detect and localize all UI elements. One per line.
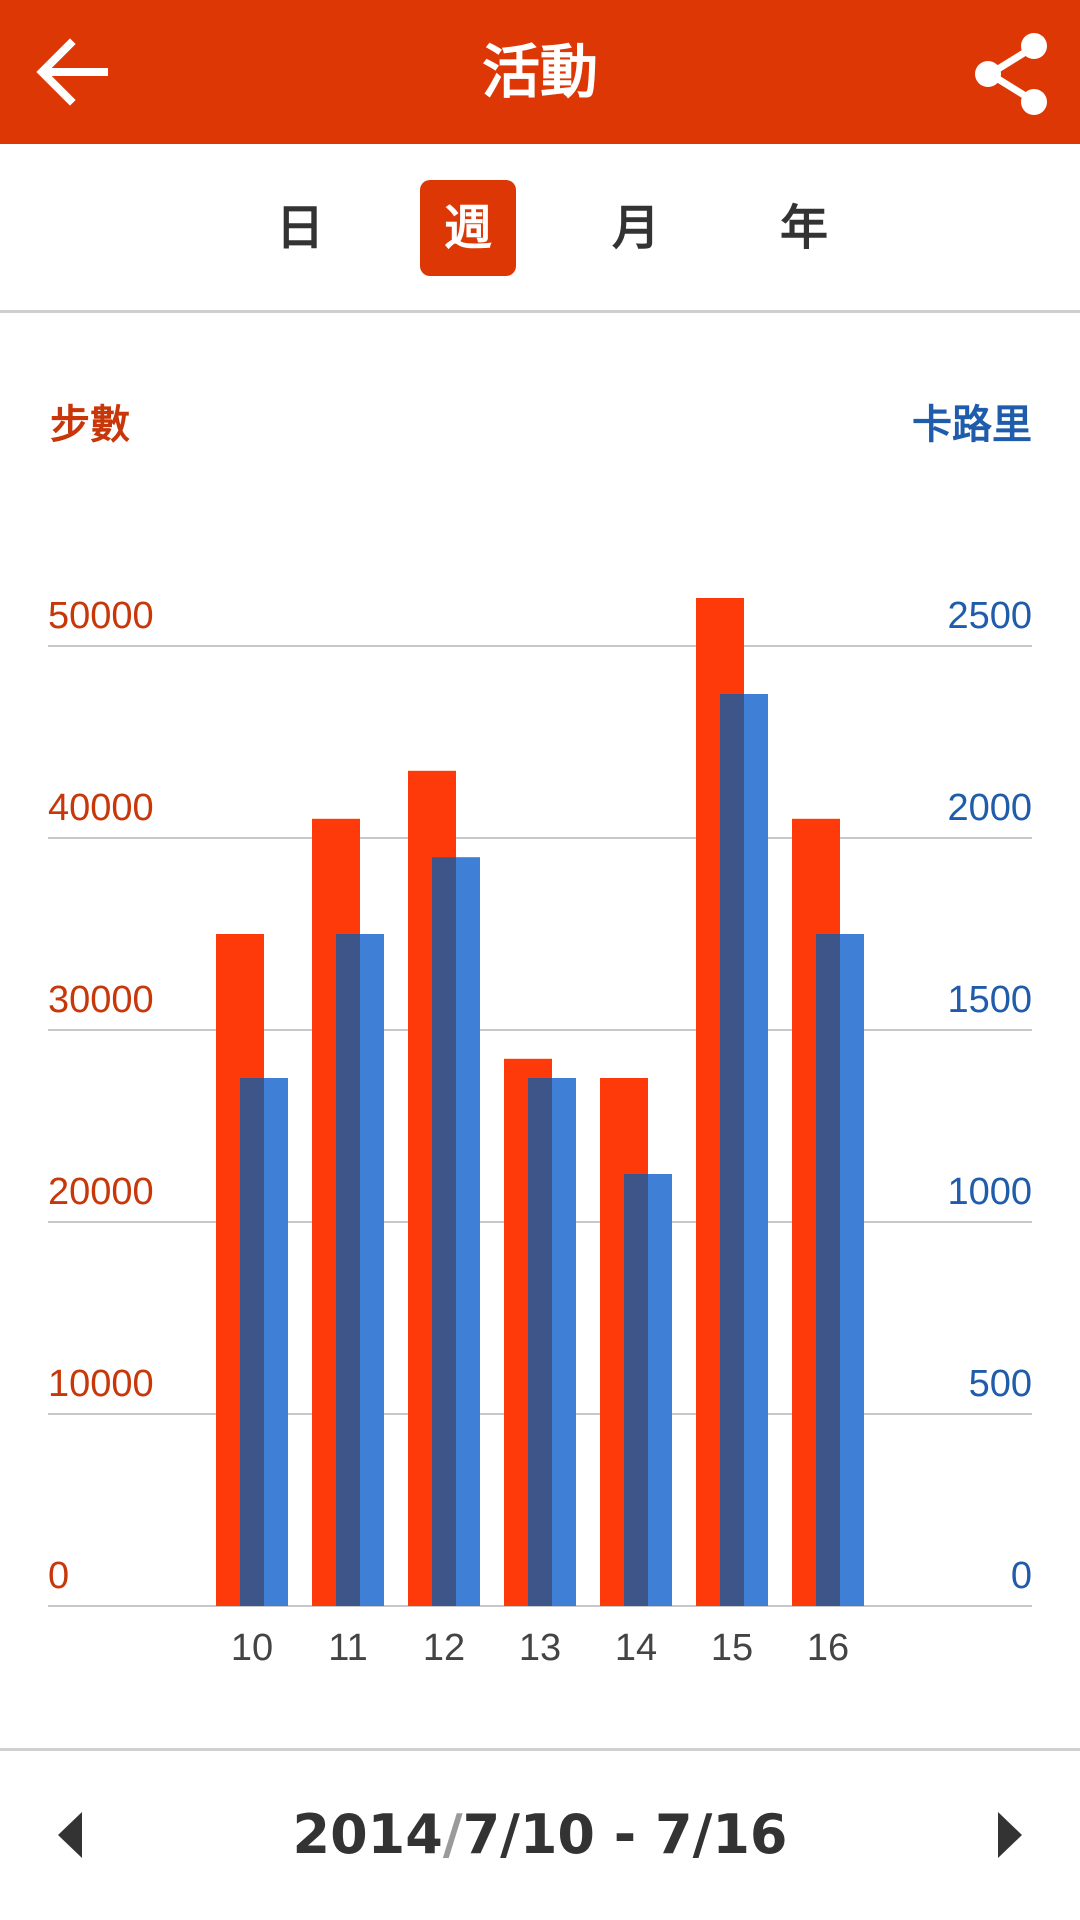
calories-tick-label: 2000 — [947, 787, 1032, 829]
steps-tick-label: 30000 — [48, 979, 154, 1021]
previous-week-button[interactable] — [40, 1790, 110, 1880]
back-button[interactable] — [26, 26, 122, 122]
share-button[interactable] — [964, 26, 1060, 122]
steps-tick-label: 0 — [48, 1555, 69, 1597]
bar-overlap — [336, 934, 360, 1606]
caret-left-icon — [58, 1812, 82, 1858]
tab-day[interactable]: 日 — [275, 200, 324, 256]
tab-month[interactable]: 月 — [611, 200, 660, 256]
steps-tick-label: 40000 — [48, 787, 154, 829]
bar-overlap — [720, 694, 744, 1606]
date-range-year: 2014 — [292, 1803, 443, 1866]
share-icon — [975, 33, 1047, 115]
footer-divider — [0, 1748, 1080, 1751]
activity-chart: 步數 卡路里 0 0 10000 500 20000 1000 30000 1500 40000… — [0, 312, 1080, 1748]
calories-tick-label: 1500 — [947, 979, 1032, 1021]
x-tick-label: 10 — [231, 1627, 273, 1669]
steps-tick-label: 10000 — [48, 1363, 154, 1405]
x-tick-label: 12 — [423, 1627, 465, 1669]
x-tick-label: 15 — [711, 1627, 753, 1669]
tab-week[interactable]: 週 — [420, 180, 516, 276]
bar-overlap — [240, 1078, 264, 1606]
tab-year[interactable]: 年 — [779, 200, 828, 256]
bar-overlap — [624, 1174, 648, 1606]
calories-tick-label: 1000 — [947, 1171, 1032, 1213]
caret-right-icon — [998, 1812, 1022, 1858]
date-range: 2014/7/10 - 7/16 — [140, 1790, 940, 1880]
page-title: 活動 — [481, 38, 598, 106]
steps-axis-title: 步數 — [50, 402, 130, 448]
arrow-left-icon — [36, 38, 108, 106]
calories-axis-title: 卡路里 — [912, 402, 1032, 448]
x-tick-label: 14 — [615, 1627, 657, 1669]
x-tick-label: 13 — [519, 1627, 561, 1669]
period-tabs: 日 週 月 年 — [0, 144, 1080, 313]
date-range-days: 7/10 - 7/16 — [462, 1803, 788, 1866]
bar-overlap — [528, 1078, 552, 1606]
date-range-slash: / — [442, 1803, 463, 1866]
calories-tick-label: 500 — [969, 1363, 1032, 1405]
app-header: 活動 — [0, 0, 1080, 144]
bar-overlap — [816, 934, 840, 1606]
steps-tick-label: 20000 — [48, 1171, 154, 1213]
bar-chart: 0 0 10000 500 20000 1000 30000 1500 40000 2000 500… — [48, 595, 1032, 1669]
x-tick-label: 16 — [807, 1627, 849, 1669]
bar-overlap — [432, 857, 456, 1606]
x-tick-label: 11 — [328, 1627, 367, 1669]
calories-tick-label: 0 — [1011, 1555, 1032, 1597]
next-week-button[interactable] — [970, 1790, 1040, 1880]
steps-tick-label: 50000 — [48, 595, 154, 637]
calories-tick-label: 2500 — [947, 595, 1032, 637]
